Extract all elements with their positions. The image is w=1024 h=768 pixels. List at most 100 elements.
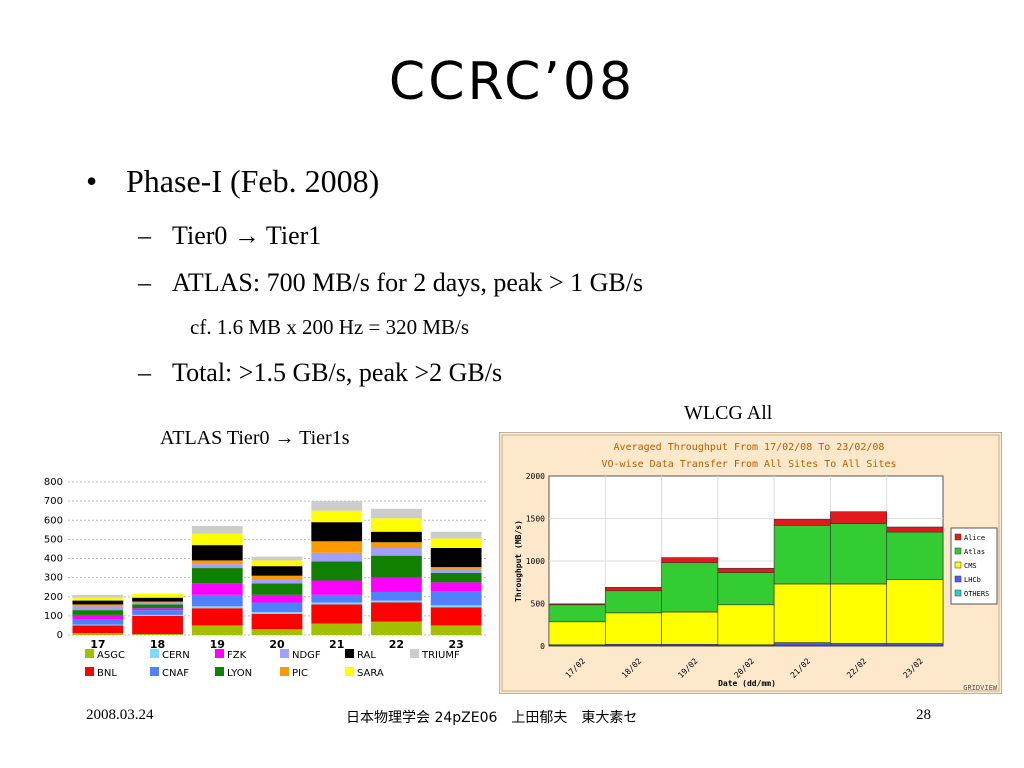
legend-swatch	[85, 649, 94, 658]
bar-segment	[311, 604, 363, 624]
legend-swatch	[215, 649, 224, 658]
bar-segment	[251, 575, 303, 580]
y-tick-label: 1000	[526, 557, 545, 566]
bar-segment	[72, 625, 124, 634]
bar-segment	[311, 594, 363, 603]
x-axis-label: Date (dd/mm)	[718, 679, 776, 688]
bar-segment	[251, 594, 303, 603]
chart-title: Averaged Throughput From 17/02/08 To 23/…	[614, 442, 885, 453]
y-axis-label: Throughput (MB/s)	[514, 520, 523, 602]
bar-segment	[311, 522, 363, 542]
bar-segment	[72, 604, 124, 607]
legend-swatch	[345, 649, 354, 658]
footer-date: 2008.03.24	[86, 707, 154, 723]
bar-segment	[251, 583, 303, 595]
bar-segment	[251, 613, 303, 630]
y-tick-label: 1500	[526, 515, 545, 524]
bar-segment	[661, 557, 719, 563]
legend-swatch	[954, 589, 962, 597]
legend-label: TRIUMF	[421, 650, 460, 661]
bar-segment	[430, 625, 482, 635]
legend-label: SARA	[357, 668, 384, 679]
bar-segment	[132, 634, 183, 635]
x-tick-label: 19	[210, 638, 225, 651]
dash-1: –	[138, 221, 151, 250]
legend-swatch	[410, 649, 419, 658]
legend-label: RAL	[357, 650, 376, 661]
bar-segment	[886, 531, 944, 580]
bar-segment	[773, 642, 831, 646]
y-tick-label: 500	[531, 600, 546, 609]
bar-segment	[430, 531, 482, 539]
bar-segment	[661, 562, 719, 613]
bullet-phase-1: Phase-I (Feb. 2008)	[126, 163, 380, 199]
bar-segment	[371, 621, 422, 635]
bar-segment	[132, 593, 183, 598]
bar-segment	[191, 606, 243, 609]
bar-segment	[371, 531, 422, 543]
bar-segment	[773, 583, 831, 643]
bar-segment	[371, 547, 422, 556]
atlas-tier1-throughput-chart: 0 100 200 300 400 500 600 700 800 17 18 19 20 21 22 23 A…	[44, 477, 486, 679]
legend-label: Atlas	[964, 548, 985, 556]
bar-segment	[371, 518, 422, 532]
legend-swatch	[85, 667, 94, 676]
bar-segment	[311, 561, 363, 581]
bar-segment	[132, 610, 183, 615]
legend-label: CERN	[162, 650, 190, 661]
panel-inner-frame	[501, 434, 1000, 692]
bar-segment	[251, 602, 303, 613]
bar-segment	[773, 525, 831, 585]
bar-segment	[132, 614, 183, 616]
bar-segment	[717, 604, 775, 646]
bar-segment	[311, 602, 363, 605]
y-tick-label: 400	[44, 554, 63, 565]
bar-segment	[371, 600, 422, 603]
sub-sub-bullet-calc: cf. 1.6 MB x 200 Hz = 320 MB/s	[190, 315, 470, 339]
bar-segment	[311, 623, 363, 635]
legend-label: OTHERS	[964, 590, 989, 598]
wlcg-throughput-chart: Averaged Throughput From 17/02/08 To 23/…	[499, 432, 1002, 694]
bar-segment	[371, 602, 422, 622]
footer-page-number: 28	[916, 707, 931, 723]
bar-segment	[604, 587, 662, 592]
bar-segment	[311, 552, 363, 562]
bar-segment	[191, 583, 243, 595]
y-tick-label: 600	[44, 515, 63, 526]
bar-segment	[191, 594, 243, 607]
y-tick-label: 0	[540, 642, 545, 651]
bar-segment	[251, 566, 303, 576]
bar-segment	[830, 523, 888, 585]
bar-segment	[191, 525, 243, 534]
bar-segment	[191, 533, 243, 546]
dash-3: –	[138, 358, 151, 387]
bar-segment	[430, 582, 482, 592]
y-tick-label: 700	[44, 496, 63, 507]
bar-segment	[311, 580, 363, 595]
legend-label: ASGC	[97, 650, 125, 661]
legend-swatch	[954, 561, 962, 569]
bar-segment	[251, 556, 303, 561]
chart-subtitle: VO-wise Data Transfer From All Sites To …	[601, 459, 896, 470]
gridview-watermark: GRIDVIEW	[963, 684, 998, 692]
bar-segment	[773, 519, 831, 526]
y-tick-label: 0	[57, 630, 63, 641]
bar-segment	[72, 633, 124, 635]
bar-segment	[72, 624, 124, 626]
bar-segment	[830, 511, 888, 524]
x-tick-label: 23	[448, 638, 463, 651]
legend-label: NDGF	[292, 650, 321, 661]
bar-segment	[717, 572, 775, 606]
bar-segment	[371, 508, 422, 519]
bar-segment	[311, 510, 363, 523]
legend-label: CNAF	[162, 668, 189, 679]
bar-segment	[830, 583, 888, 644]
bar-segment	[251, 560, 303, 567]
bar-segment	[661, 611, 719, 645]
legend-label: LYON	[227, 668, 252, 679]
y-tick-label: 200	[44, 592, 63, 603]
bar-segment	[132, 601, 183, 603]
bar-segment	[191, 608, 243, 626]
legend-swatch	[280, 667, 289, 676]
x-tick-label: 17	[90, 638, 105, 651]
